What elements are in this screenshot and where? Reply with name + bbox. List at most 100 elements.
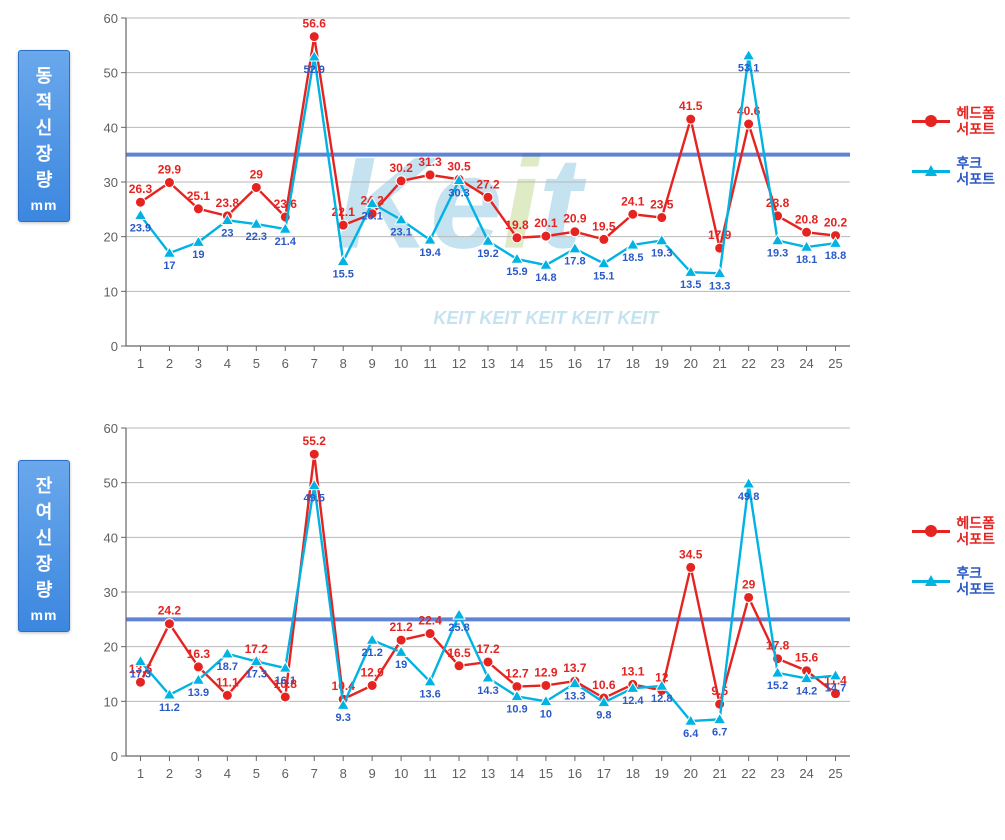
legend-item: 헤드폼서포트 xyxy=(912,515,995,547)
data-label: 30.2 xyxy=(389,161,413,175)
series-marker xyxy=(309,32,319,42)
data-label: 9.3 xyxy=(336,712,351,724)
series-marker xyxy=(425,629,435,639)
legend-label: 후크서포트 xyxy=(956,155,995,187)
data-label: 18.8 xyxy=(825,250,846,262)
data-label: 17.3 xyxy=(130,668,151,680)
ylabel-char: 신 xyxy=(19,525,69,551)
data-label: 12.4 xyxy=(622,695,644,707)
data-label: 30.5 xyxy=(447,159,471,173)
data-label: 17.8 xyxy=(766,639,790,653)
data-label: 49.5 xyxy=(304,492,325,504)
series-marker xyxy=(164,178,174,188)
xtick-label: 20 xyxy=(683,356,697,371)
data-label: 19.4 xyxy=(419,247,441,259)
data-label: 17.2 xyxy=(476,642,500,656)
data-label: 19.3 xyxy=(767,247,788,259)
data-label: 10.6 xyxy=(592,678,616,692)
data-label: 24.1 xyxy=(621,194,645,208)
xtick-label: 16 xyxy=(568,356,582,371)
data-label: 23 xyxy=(221,227,233,239)
data-label: 18.7 xyxy=(217,661,238,673)
legend-marker xyxy=(912,113,950,129)
data-label: 23.5 xyxy=(650,198,674,212)
chart-plot-area: KeitKEIT KEIT KEIT KEIT KEIT010203040506… xyxy=(80,10,860,390)
data-label: 14.8 xyxy=(535,272,556,284)
data-label: 23.1 xyxy=(390,227,411,239)
data-label: 12.7 xyxy=(505,667,529,681)
data-label: 17 xyxy=(163,260,175,272)
ytick-label: 60 xyxy=(104,421,118,436)
data-label: 20.8 xyxy=(795,212,819,226)
ylabel-char: 량 xyxy=(19,577,69,603)
xtick-label: 19 xyxy=(655,766,669,781)
data-label: 29 xyxy=(742,577,756,591)
xtick-label: 23 xyxy=(770,766,784,781)
data-label: 18.5 xyxy=(622,252,643,264)
data-label: 25.8 xyxy=(448,622,469,634)
xtick-label: 1 xyxy=(137,766,144,781)
xtick-label: 13 xyxy=(481,356,495,371)
xtick-label: 21 xyxy=(712,766,726,781)
xtick-label: 14 xyxy=(510,356,524,371)
data-label: 14.2 xyxy=(796,685,817,697)
series-marker xyxy=(164,619,174,629)
xtick-label: 7 xyxy=(311,766,318,781)
xtick-label: 12 xyxy=(452,766,466,781)
series-marker xyxy=(483,657,493,667)
data-label: 18.1 xyxy=(796,254,817,266)
xtick-label: 4 xyxy=(224,766,231,781)
series-marker xyxy=(541,680,551,690)
series-marker xyxy=(744,592,754,602)
ylabel-box: 동적신장량mm xyxy=(18,50,70,222)
xtick-label: 18 xyxy=(626,356,640,371)
xtick-label: 24 xyxy=(799,766,813,781)
ylabel-char: 잔 xyxy=(19,473,69,499)
legend-item: 헤드폼서포트 xyxy=(912,105,995,137)
xtick-label: 8 xyxy=(340,766,347,781)
data-label: 49.8 xyxy=(738,491,759,503)
xtick-label: 4 xyxy=(224,356,231,371)
series-marker xyxy=(222,690,232,700)
data-label: 30.3 xyxy=(448,187,469,199)
xtick-label: 22 xyxy=(741,356,755,371)
series-marker xyxy=(772,667,784,677)
xtick-label: 6 xyxy=(282,766,289,781)
ytick-label: 40 xyxy=(104,530,118,545)
ylabel-char: 장 xyxy=(19,141,69,167)
xtick-label: 19 xyxy=(655,356,669,371)
ylabel-char: 동 xyxy=(19,63,69,89)
data-label: 23.8 xyxy=(216,196,240,210)
data-label: 16.1 xyxy=(275,675,296,687)
legend-label: 헤드폼서포트 xyxy=(956,515,995,547)
ylabel-char: 장 xyxy=(19,551,69,577)
xtick-label: 11 xyxy=(423,356,437,371)
data-label: 13.6 xyxy=(419,689,440,701)
data-label: 12.8 xyxy=(651,693,672,705)
data-label: 17.8 xyxy=(564,256,585,268)
legend-item: 후크서포트 xyxy=(912,155,995,187)
data-label: 19.8 xyxy=(505,218,529,232)
chart-svg: 0102030405060123456789101112131415161718… xyxy=(80,420,860,800)
series-marker xyxy=(628,209,638,219)
data-label: 29.9 xyxy=(158,163,182,177)
xtick-label: 25 xyxy=(828,356,842,371)
series-marker xyxy=(657,213,667,223)
ytick-label: 60 xyxy=(104,11,118,26)
legend: 헤드폼서포트후크서포트 xyxy=(912,105,995,205)
series-marker xyxy=(135,197,145,207)
series-marker xyxy=(425,170,435,180)
legend-label: 후크서포트 xyxy=(956,565,995,597)
data-label: 56.6 xyxy=(303,17,327,31)
data-label: 26.3 xyxy=(129,182,153,196)
data-label: 34.5 xyxy=(679,547,703,561)
xtick-label: 5 xyxy=(253,356,260,371)
data-label: 13.3 xyxy=(709,280,730,292)
legend-label: 헤드폼서포트 xyxy=(956,105,995,137)
series-marker xyxy=(396,176,406,186)
xtick-label: 21 xyxy=(712,356,726,371)
data-label: 22.3 xyxy=(246,231,267,243)
series-marker xyxy=(453,609,465,619)
data-label: 26.1 xyxy=(361,210,382,222)
ylabel-char: 적 xyxy=(19,89,69,115)
